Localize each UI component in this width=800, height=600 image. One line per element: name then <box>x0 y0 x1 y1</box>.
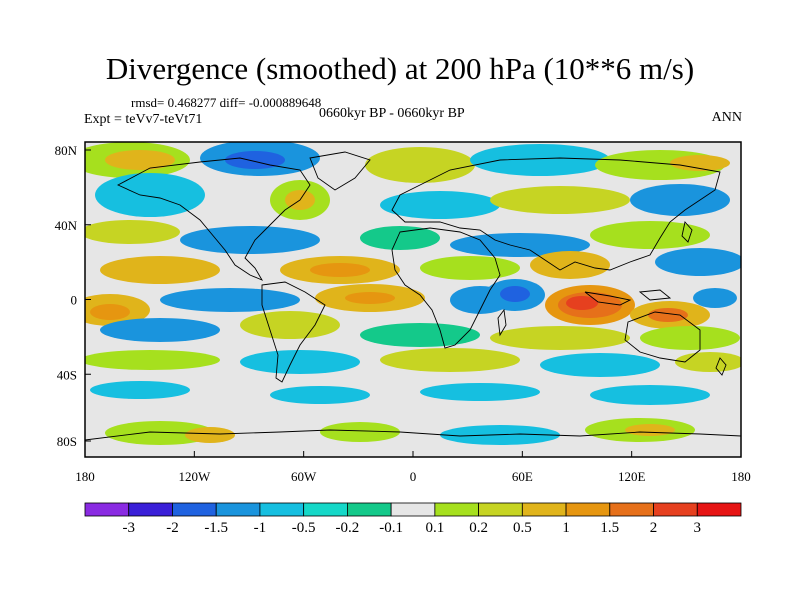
colorbar-swatch <box>521 502 567 517</box>
colorbar-label: -1.5 <box>204 520 229 536</box>
colorbar-label: 3 <box>693 520 702 536</box>
colorbar-swatch <box>390 502 436 517</box>
lon-tick-label: 180 <box>731 469 751 484</box>
colorbar-swatch <box>84 502 130 517</box>
colorbar-label: -1 <box>253 520 267 536</box>
colorbar-label: 0.1 <box>425 520 445 536</box>
longitude-ticks: 180 120W 60W 0 60E 120E 180 <box>75 451 751 484</box>
colorbar-swatch <box>478 502 523 517</box>
colorbar-swatch <box>653 502 698 517</box>
colorbar-swatch <box>565 502 611 517</box>
colorbar-swatch <box>434 502 480 517</box>
colorbar-label: 2 <box>649 520 658 536</box>
colorbar-swatch <box>696 502 742 517</box>
colorbar-swatch <box>346 502 392 517</box>
colorbar-swatch <box>303 502 348 517</box>
lon-tick-label: 120E <box>618 469 646 484</box>
lon-tick-label: 120W <box>178 469 211 484</box>
colorbar-label: -2 <box>166 520 179 536</box>
period-label: 0660kyr BP - 0660kyr BP <box>319 106 465 121</box>
plot-title: Divergence (smoothed) at 200 hPa (10**6 … <box>105 51 695 86</box>
lon-tick-label: 60E <box>512 469 533 484</box>
colorbar-label: 1.5 <box>600 520 620 536</box>
divergence-field <box>85 142 741 445</box>
lat-tick-label: 40N <box>55 218 78 233</box>
lat-tick-label: 80S <box>57 434 77 449</box>
colorbar-swatch <box>215 502 261 517</box>
lon-tick-label: 60W <box>291 469 317 484</box>
experiment-label: Expt = teVv7-teVt71 <box>84 112 203 127</box>
coastlines <box>85 151 741 441</box>
colorbar-label: -0.1 <box>379 520 403 536</box>
lat-tick-label: 40S <box>57 367 77 382</box>
colorbar-swatch <box>172 502 217 517</box>
colorbar <box>84 502 742 517</box>
colorbar-label: 1 <box>562 520 570 536</box>
colorbar-label: -3 <box>122 520 135 536</box>
colorbar-label: 0.2 <box>469 520 488 536</box>
colorbar-swatch <box>259 502 305 517</box>
stats-text: rmsd= 0.468277 diff= -0.000889648 <box>131 95 322 110</box>
lat-tick-label: 80N <box>55 143 78 158</box>
colorbar-swatch <box>128 502 173 517</box>
lat-tick-label: 0 <box>71 293 78 308</box>
lon-tick-label: 180 <box>75 469 95 484</box>
colorbar-label: -0.2 <box>335 520 360 536</box>
colorbar-label: -0.5 <box>291 520 316 536</box>
colorbar-swatch <box>609 502 654 517</box>
lon-tick-label: 0 <box>410 469 417 484</box>
latitude-ticks: 80N 40N 0 40S 80S <box>55 143 91 449</box>
season-label: ANN <box>711 110 742 125</box>
colorbar-label: 0.5 <box>512 520 532 536</box>
